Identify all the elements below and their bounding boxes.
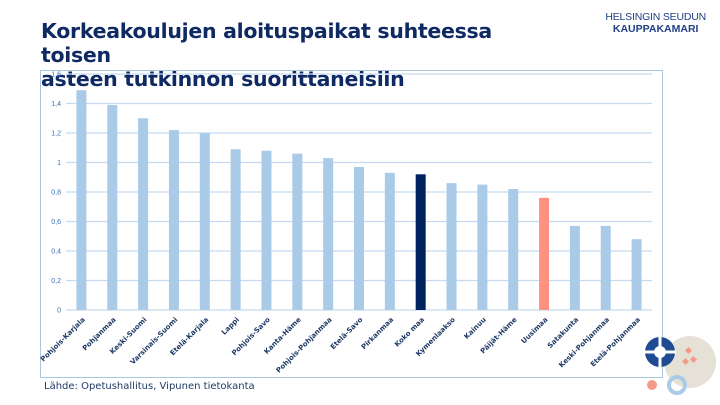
bar	[323, 158, 334, 310]
bar	[508, 189, 519, 310]
bar	[539, 197, 550, 310]
y-tick-label: 1	[57, 160, 61, 167]
bar	[292, 153, 303, 310]
bar	[446, 183, 457, 310]
brand-logo-text: HELSINGIN SEUDUN KAUPPAKAMARI	[605, 11, 706, 35]
bar	[76, 90, 87, 310]
y-tick-label: 1,4	[51, 101, 61, 108]
y-tick-label: 0,6	[51, 219, 61, 226]
bar	[415, 174, 426, 310]
bar	[354, 166, 364, 310]
blue-ring-icon	[667, 375, 687, 395]
source-note: Lähde: Opetushallitus, Vipunen tietokant…	[44, 381, 255, 392]
bar	[261, 150, 272, 310]
bar	[168, 130, 179, 310]
bar	[384, 172, 395, 310]
y-tick-label: 1,6	[51, 72, 61, 79]
bars	[76, 90, 642, 310]
bar	[230, 149, 241, 310]
title-line-2: asteen tutkinnon suorittaneisiin	[41, 67, 405, 91]
brand-line-1: HELSINGIN SEUDUN	[605, 11, 706, 23]
bar	[138, 118, 149, 310]
bar	[477, 184, 488, 310]
y-tick-label: 0	[57, 308, 61, 315]
chart-title: Korkeakoulujen aloituspaikat suhteessa t…	[41, 19, 561, 91]
y-axis-ticks: 0 0,2 0,4 0,6 0,8 1 1,2 1,4 1,6	[51, 72, 61, 315]
y-tick-label: 0,2	[51, 278, 61, 285]
y-tick-label: 0,4	[51, 249, 61, 256]
coral-diamonds-icon	[681, 346, 698, 366]
bar	[600, 225, 611, 310]
bar	[631, 239, 642, 310]
bar	[199, 133, 210, 310]
coral-dot-icon	[647, 380, 657, 390]
bar	[569, 225, 580, 310]
y-tick-label: 1,2	[51, 131, 61, 138]
chart-frame	[40, 70, 663, 378]
title-line-1: Korkeakoulujen aloituspaikat suhteessa t…	[41, 19, 492, 67]
bar	[107, 104, 118, 310]
y-tick-label: 0,8	[51, 190, 61, 197]
lifebuoy-logo-icon	[644, 336, 676, 368]
brand-line-2: KAUPPAKAMARI	[612, 23, 699, 35]
